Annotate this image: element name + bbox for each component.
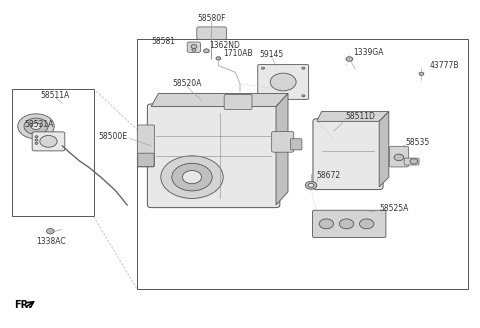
FancyBboxPatch shape [404, 158, 419, 165]
Circle shape [360, 219, 374, 229]
FancyBboxPatch shape [272, 132, 294, 152]
Text: 58672: 58672 [317, 171, 341, 180]
FancyBboxPatch shape [290, 139, 302, 150]
Text: 1710AB: 1710AB [223, 49, 253, 58]
Bar [12, 89, 94, 216]
Text: 58500E: 58500E [98, 132, 127, 141]
Polygon shape [276, 93, 288, 205]
Text: 58520A: 58520A [172, 79, 202, 88]
Circle shape [172, 163, 212, 191]
Circle shape [394, 154, 404, 161]
Circle shape [270, 73, 296, 91]
Circle shape [262, 95, 264, 97]
Text: 58511A: 58511A [41, 91, 70, 100]
FancyBboxPatch shape [197, 27, 227, 39]
Circle shape [419, 72, 424, 75]
Text: 1339GA: 1339GA [353, 48, 384, 57]
Circle shape [346, 57, 353, 61]
Text: 58581: 58581 [151, 36, 175, 46]
FancyBboxPatch shape [224, 94, 252, 110]
Circle shape [305, 181, 317, 189]
Circle shape [308, 183, 314, 187]
Circle shape [35, 142, 38, 144]
Circle shape [161, 156, 223, 198]
Circle shape [204, 49, 209, 53]
FancyBboxPatch shape [138, 153, 154, 167]
FancyBboxPatch shape [313, 119, 383, 190]
FancyBboxPatch shape [147, 104, 280, 208]
Bar [137, 39, 468, 289]
Polygon shape [379, 112, 389, 187]
Circle shape [216, 57, 221, 60]
Circle shape [18, 114, 54, 139]
FancyBboxPatch shape [32, 132, 65, 151]
Text: 58535: 58535 [406, 138, 430, 147]
Text: 1338AC: 1338AC [36, 236, 66, 246]
FancyBboxPatch shape [389, 146, 408, 167]
FancyBboxPatch shape [137, 125, 155, 167]
Text: 43777B: 43777B [430, 61, 459, 70]
Polygon shape [317, 112, 389, 121]
FancyBboxPatch shape [258, 65, 309, 99]
Text: 58511D: 58511D [346, 112, 375, 121]
Circle shape [302, 67, 305, 69]
Circle shape [192, 49, 196, 51]
Circle shape [262, 67, 264, 69]
Text: FR.: FR. [14, 300, 32, 310]
Circle shape [410, 159, 418, 164]
Text: 59145: 59145 [259, 50, 283, 59]
Text: 58531A: 58531A [24, 120, 53, 129]
Circle shape [31, 123, 41, 130]
Circle shape [35, 139, 38, 141]
Circle shape [182, 171, 202, 184]
FancyBboxPatch shape [312, 210, 386, 237]
Circle shape [24, 118, 48, 134]
Text: 1362ND: 1362ND [209, 41, 240, 50]
Circle shape [319, 219, 334, 229]
Text: 58525A: 58525A [379, 204, 408, 213]
Polygon shape [151, 93, 288, 107]
Circle shape [40, 135, 57, 147]
Circle shape [35, 136, 38, 138]
Circle shape [302, 95, 305, 97]
Circle shape [191, 45, 197, 49]
Circle shape [47, 229, 54, 234]
FancyBboxPatch shape [187, 42, 201, 52]
Circle shape [339, 219, 354, 229]
Text: 58580F: 58580F [197, 13, 226, 23]
